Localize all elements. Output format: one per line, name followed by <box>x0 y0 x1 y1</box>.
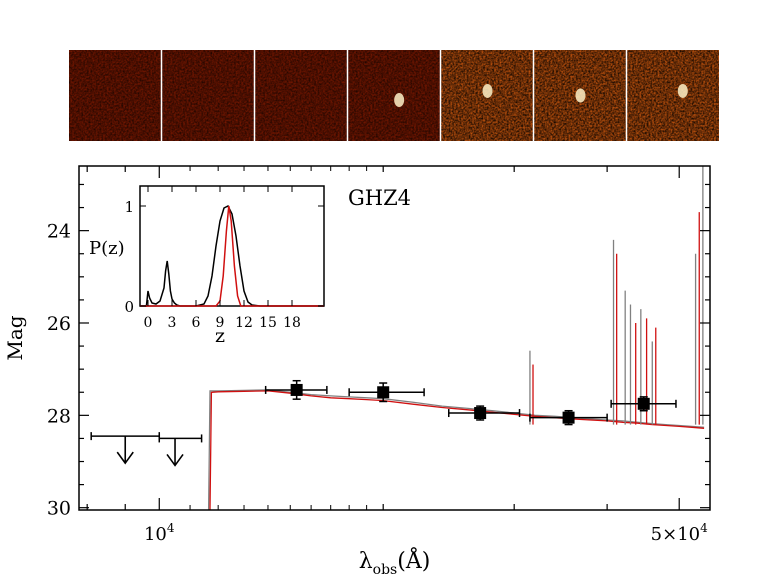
inset-y-tick-label: 1 <box>124 198 134 216</box>
stamp-noise <box>255 50 347 141</box>
inset-x-tick-label: 0 <box>144 315 153 331</box>
photometry-marker <box>474 407 487 420</box>
x-tick-label: 5×104 <box>651 521 708 545</box>
image-stamp-4 <box>346 50 440 141</box>
image-stamp-5 <box>439 50 533 141</box>
stamp-noise <box>627 50 719 141</box>
photometry-marker <box>290 383 303 396</box>
stamp-source <box>394 93 405 108</box>
model-curve-1 <box>207 389 705 511</box>
y-axis-label: Mag <box>3 315 27 360</box>
image-stamps-strip <box>69 50 719 141</box>
inset-x-tick-label: 15 <box>259 315 277 331</box>
image-stamp-6 <box>532 50 626 141</box>
inset-frame <box>139 185 325 307</box>
image-stamp-1 <box>69 50 161 141</box>
pz-curve-2 <box>140 205 324 307</box>
source-name-label: GHZ4 <box>348 186 411 210</box>
image-stamp-2 <box>160 50 254 141</box>
x-axis-label: λobs(Å) <box>359 546 431 574</box>
inset-x-tick-label: 12 <box>235 315 253 331</box>
x-tick-label-exponent: 4 <box>700 521 708 535</box>
stamp-source <box>575 88 586 103</box>
photometry-marker <box>562 411 575 424</box>
upper-limit-arrow-head <box>166 453 184 467</box>
inset-x-tick-label: 9 <box>216 315 225 331</box>
y-tick-label: 28 <box>47 405 71 427</box>
x-axis-label-lambda: λ <box>359 549 373 574</box>
x-tick-label-base: 5×10 <box>651 524 700 545</box>
stamp-source <box>482 83 493 98</box>
photometry-point-1 <box>264 379 328 400</box>
y-tick-label: 26 <box>47 313 71 335</box>
upper-limit-2 <box>158 434 203 467</box>
photometry-point-3 <box>448 405 521 421</box>
plot-frame <box>78 165 711 511</box>
photometry-point-5 <box>610 396 677 412</box>
x-tick-label-exponent: 4 <box>167 521 175 535</box>
inset-x-tick-label: 6 <box>192 315 201 331</box>
x-tick-label-base: 10 <box>144 524 167 545</box>
stamp-noise <box>162 50 254 141</box>
stamp-noise <box>69 50 161 141</box>
photometry-point-4 <box>529 409 608 426</box>
y-tick-label: 30 <box>47 498 71 520</box>
inset-y-tick-label: 0 <box>124 298 134 316</box>
y-tick-label: 24 <box>47 221 71 243</box>
inset-x-tick-label: 3 <box>168 315 177 331</box>
stamp-noise <box>348 50 440 141</box>
image-stamp-7 <box>625 50 719 141</box>
inset-y-axis-label: P(z) <box>89 238 125 259</box>
photometry-point-2 <box>348 382 425 403</box>
stamp-source <box>677 83 688 98</box>
x-tick-label: 104 <box>144 521 175 545</box>
photometry-marker <box>637 397 650 410</box>
x-axis-label-subscript: obs <box>373 562 398 574</box>
image-stamp-3 <box>253 50 347 141</box>
x-axis-label-unit: (Å) <box>397 546 430 574</box>
photometry-marker <box>377 386 390 399</box>
upper-limit-1 <box>90 432 161 465</box>
upper-limit-arrow-head <box>116 451 134 465</box>
inset-x-axis-label: z <box>215 325 225 347</box>
inset-x-tick-label: 18 <box>283 315 301 331</box>
